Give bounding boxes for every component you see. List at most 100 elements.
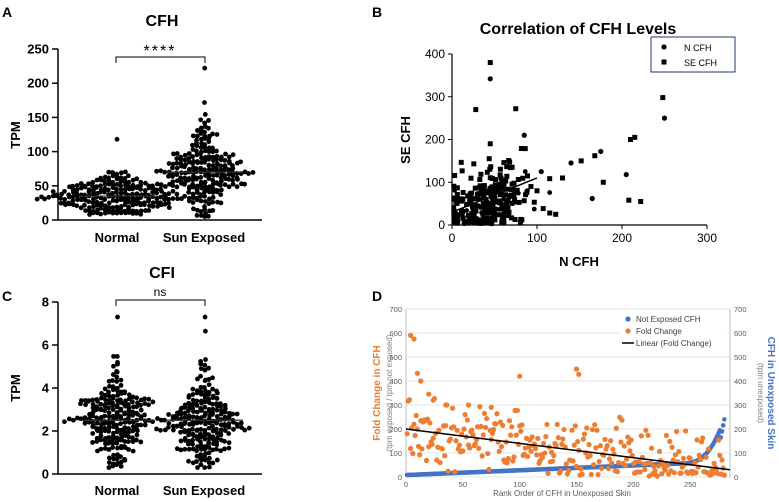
data-point [194, 152, 200, 158]
fold-change-point [576, 371, 582, 377]
data-point [190, 133, 196, 139]
fold-change-point [608, 438, 614, 444]
data-point [214, 390, 220, 396]
data-point [115, 361, 120, 367]
data-point [154, 168, 159, 174]
fold-change-point [622, 462, 629, 469]
data-point [202, 430, 208, 436]
panel-b-legend-marker-square [661, 59, 667, 65]
panel-d-right-axis-label: CFH in Unexposed Skin [765, 337, 776, 450]
data-point [102, 446, 108, 451]
data-point-se [485, 206, 491, 212]
data-point [195, 128, 200, 133]
data-point-se [480, 195, 486, 201]
data-point [178, 411, 184, 417]
data-point [102, 197, 107, 202]
fold-change-point [465, 402, 472, 408]
data-point-se [464, 201, 470, 207]
data-point-n [451, 204, 457, 210]
data-point-se [477, 176, 483, 182]
data-point [170, 423, 176, 429]
fold-change-point [454, 427, 460, 434]
data-point [154, 190, 159, 196]
fold-change-point [425, 416, 431, 422]
data-point [130, 435, 135, 441]
data-point [170, 179, 176, 185]
data-point [118, 463, 124, 469]
data-point [90, 183, 95, 189]
data-point [210, 177, 216, 183]
fold-change-point [618, 439, 624, 445]
fold-change-point [437, 459, 443, 466]
data-point-n [505, 205, 511, 211]
data-point [178, 157, 184, 162]
data-point [118, 437, 124, 443]
data-point [86, 419, 92, 425]
data-point [182, 421, 188, 426]
fold-change-point [450, 405, 456, 411]
data-point [127, 419, 132, 425]
data-point [230, 177, 236, 183]
fold-change-point [627, 448, 633, 454]
data-point [118, 421, 124, 427]
data-point [226, 440, 232, 446]
x-tick-label: 0 [449, 231, 456, 245]
data-point [158, 182, 164, 188]
data-point [195, 376, 200, 382]
data-point [191, 409, 196, 414]
data-point-se [465, 212, 471, 218]
data-point [191, 173, 196, 179]
data-point-se [460, 189, 466, 195]
data-point-se [476, 191, 482, 197]
data-point [114, 440, 120, 446]
data-point [106, 425, 112, 431]
data-point [190, 446, 196, 452]
data-point-se [501, 185, 507, 191]
data-point [182, 193, 188, 199]
fold-change-point [605, 465, 611, 472]
data-point [102, 403, 108, 409]
data-point [174, 156, 180, 161]
data-point [190, 195, 196, 201]
data-point-se [628, 137, 633, 142]
data-point-se [478, 171, 484, 177]
data-point [202, 129, 207, 135]
data-point [198, 117, 204, 123]
fold-change-point [554, 421, 560, 427]
data-point [214, 457, 220, 463]
fold-change-point [496, 448, 502, 454]
data-point [110, 436, 116, 442]
y-left-tick-label: 300 [389, 401, 402, 410]
data-point [75, 415, 80, 421]
data-point [190, 441, 195, 447]
data-point [150, 203, 156, 209]
data-point-n [490, 214, 496, 219]
data-point [90, 397, 96, 403]
fold-change-point [507, 432, 514, 438]
data-point [119, 445, 124, 451]
data-point [155, 416, 160, 421]
data-point-se [478, 220, 484, 226]
fold-change-point [561, 426, 567, 433]
data-point-se [515, 177, 521, 183]
fold-change-point [596, 458, 602, 465]
fold-change-point [598, 465, 605, 472]
data-point [210, 181, 216, 187]
data-point [102, 189, 107, 195]
data-point [106, 455, 112, 461]
data-point [198, 181, 204, 187]
fold-change-point [625, 434, 631, 440]
data-point [95, 398, 100, 404]
data-point [122, 198, 128, 204]
data-point [130, 182, 136, 188]
panel-d-trend-line [405, 428, 731, 471]
data-point [210, 199, 216, 205]
data-point [190, 142, 195, 148]
data-point [58, 200, 64, 206]
data-point [54, 193, 60, 199]
data-point [114, 404, 120, 410]
y-tick-label: 6 [42, 338, 49, 353]
data-point [66, 416, 72, 422]
fold-change-point [705, 446, 712, 452]
data-point [102, 437, 108, 443]
